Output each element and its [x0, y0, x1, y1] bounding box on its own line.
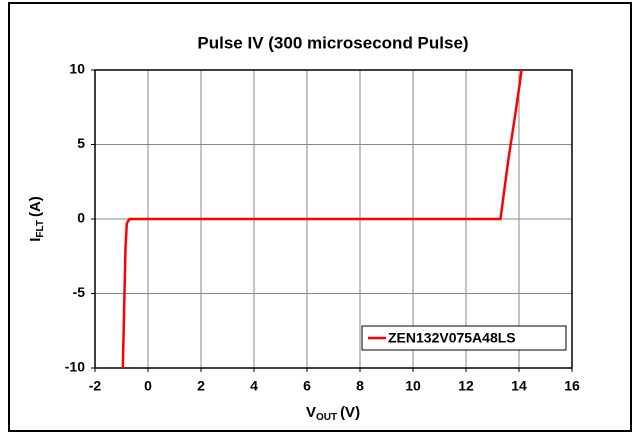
x-tick-label: 14 — [511, 378, 527, 394]
x-tick-label: 16 — [564, 378, 580, 394]
plot-border — [94, 69, 573, 369]
x-tick-label: 6 — [303, 378, 311, 394]
y-tick-label: 5 — [77, 135, 85, 151]
series-line — [121, 69, 523, 369]
legend-label: ZEN132V075A48LS — [388, 330, 516, 346]
y-tick-label: -5 — [73, 284, 86, 300]
x-tick-label: 10 — [405, 378, 421, 394]
y-axis-label: IFLT(A) — [27, 196, 46, 242]
x-tick-label: 2 — [197, 378, 205, 394]
y-tick-label: -10 — [65, 359, 85, 375]
chart-title: Pulse IV (300 microsecond Pulse) — [197, 33, 468, 52]
x-axis-label: VOUT (V) — [306, 404, 360, 423]
x-tick-label: 0 — [144, 378, 152, 394]
legend-box — [361, 325, 567, 351]
x-tick-label: 4 — [250, 378, 258, 394]
y-tick-label: 0 — [77, 210, 85, 226]
x-tick-label: 12 — [458, 378, 474, 394]
x-tick-label: -2 — [89, 378, 102, 394]
y-tick-label: 10 — [69, 61, 85, 77]
x-tick-label: 8 — [356, 378, 364, 394]
